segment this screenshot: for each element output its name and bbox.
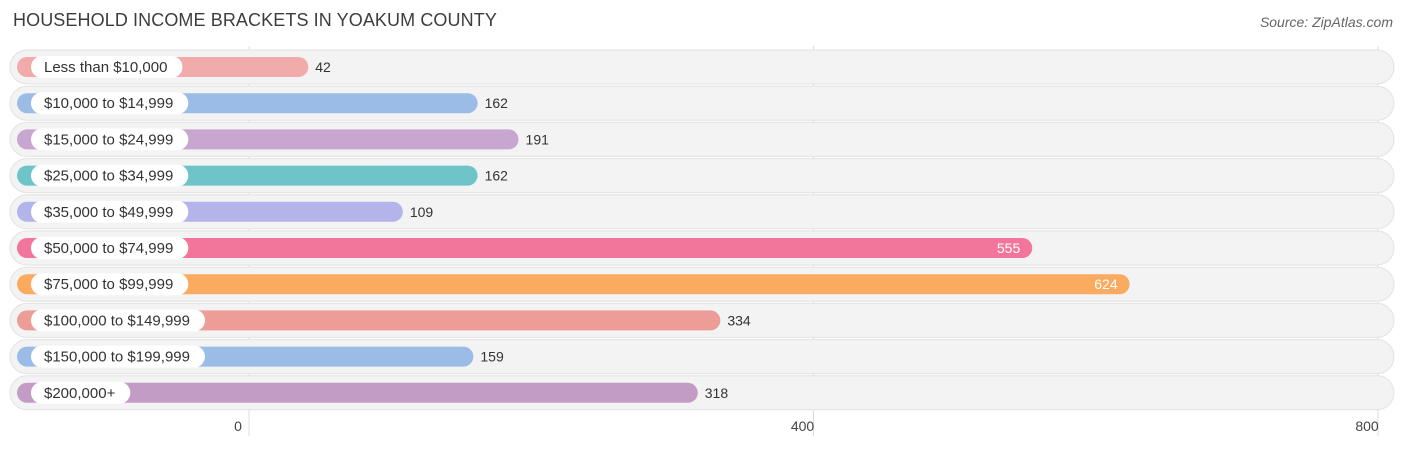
category-label-pill — [31, 273, 189, 296]
category-label: $10,000 to $14,999 — [44, 95, 173, 112]
bar-row: Less than $10,000 42 — [9, 49, 1395, 85]
bar-row: $50,000 to $74,999 555 — [9, 230, 1395, 266]
source-note: Source: ZipAtlas.com — [1259, 14, 1393, 30]
category-label: $15,000 to $24,999 — [44, 131, 173, 148]
x-tick-label: 400 — [791, 418, 815, 434]
category-label-pill — [31, 381, 131, 404]
category-label: $100,000 to $149,999 — [44, 312, 190, 329]
bar-row: $75,000 to $99,999 624 — [9, 266, 1395, 302]
bar — [17, 238, 1033, 258]
value-label: 624 — [1094, 276, 1118, 292]
category-label-pill — [31, 237, 189, 259]
chart-title: HOUSEHOLD INCOME BRACKETS IN YOAKUM COUN… — [13, 10, 497, 30]
bar-track — [9, 49, 1395, 85]
category-label-pill — [31, 164, 189, 187]
category-label: $35,000 to $49,999 — [44, 204, 173, 221]
category-label-pill — [31, 128, 189, 151]
category-label: $75,000 to $99,999 — [44, 276, 173, 293]
category-label-pill — [31, 345, 205, 368]
value-label: 555 — [997, 240, 1021, 256]
value-label: 162 — [485, 95, 509, 111]
category-label-pill — [31, 92, 189, 115]
category-label: $25,000 to $34,999 — [44, 168, 173, 185]
value-label: 109 — [410, 204, 434, 220]
bar-rows: Less than $10,000 42 $10,000 to $14,999 162… — [9, 49, 1395, 411]
bar-row: $200,000+ 318 — [9, 375, 1395, 411]
category-label-pill — [31, 200, 189, 223]
bar-row: $15,000 to $24,999 191 — [9, 121, 1395, 157]
bar-row: $35,000 to $49,999 109 — [9, 194, 1395, 230]
x-tick-label: 0 — [234, 418, 242, 434]
value-label: 318 — [705, 385, 729, 401]
bar — [17, 274, 1130, 295]
value-label: 191 — [526, 131, 550, 147]
x-axis-ticks: 0 400 800 — [234, 418, 1379, 434]
value-label: 42 — [315, 59, 331, 75]
value-label: 159 — [480, 349, 504, 365]
category-label-pill — [31, 56, 183, 78]
value-label: 162 — [485, 168, 509, 184]
category-label: $200,000+ — [44, 385, 116, 402]
bar-row: $150,000 to $199,999 159 — [9, 339, 1395, 375]
bar-row: $10,000 to $14,999 162 — [9, 85, 1395, 121]
x-tick-label: 800 — [1355, 418, 1379, 434]
category-label-pill — [31, 309, 205, 332]
bar — [17, 382, 698, 403]
bar-row: $25,000 to $34,999 162 — [9, 158, 1395, 194]
category-label: Less than $10,000 — [44, 59, 167, 76]
category-label: $150,000 to $199,999 — [44, 349, 190, 366]
category-label: $50,000 to $74,999 — [44, 240, 173, 257]
bar-row: $100,000 to $149,999 334 — [9, 302, 1395, 338]
value-label: 334 — [727, 312, 751, 328]
